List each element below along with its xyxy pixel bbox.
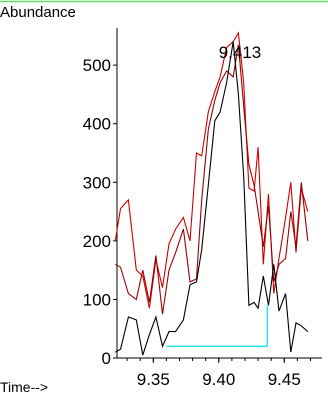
series-line-3 xyxy=(115,41,309,356)
series-line-2 xyxy=(115,44,309,315)
integration-line xyxy=(166,305,268,347)
x-tick-label: 9.45 xyxy=(268,370,301,389)
y-axis: 0 100 200 300 400 500 xyxy=(83,28,118,368)
series-line-1 xyxy=(114,31,309,309)
y-axis-label: Abundance xyxy=(0,4,76,21)
peak-label: 9.413 xyxy=(219,43,262,62)
y-tick-label: 300 xyxy=(83,173,111,192)
y-tick-label: 0 xyxy=(102,349,111,368)
y-tick-label: 400 xyxy=(83,115,111,134)
y-tick-label: 200 xyxy=(83,232,111,251)
integration-baseline xyxy=(166,305,268,347)
y-tick-label: 500 xyxy=(83,56,111,75)
x-axis-label: Time--> xyxy=(0,379,48,395)
x-tick-label: 9.35 xyxy=(137,370,170,389)
y-tick-label: 100 xyxy=(83,290,111,309)
series-lines xyxy=(114,31,309,356)
x-tick-label: 9.40 xyxy=(202,370,235,389)
x-axis: 9.35 9.40 9.45 xyxy=(117,357,322,389)
